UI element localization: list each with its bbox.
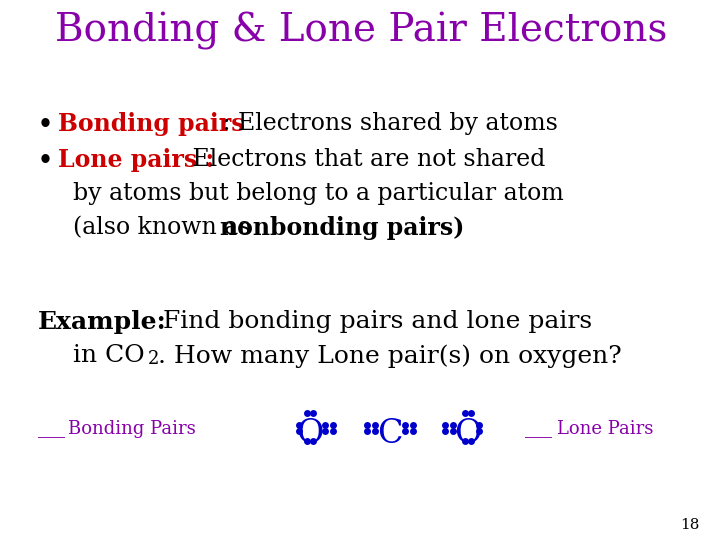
Text: •: •	[38, 112, 53, 136]
Text: 18: 18	[680, 518, 700, 532]
Text: Bonding Pairs: Bonding Pairs	[68, 420, 196, 438]
Text: O: O	[454, 418, 482, 450]
Text: by atoms but belong to a particular atom: by atoms but belong to a particular atom	[73, 182, 564, 205]
Text: ___: ___	[525, 420, 552, 438]
Text: O: O	[297, 418, 324, 450]
Text: Find bonding pairs and lone pairs: Find bonding pairs and lone pairs	[155, 310, 592, 333]
Text: Bonding pairs: Bonding pairs	[58, 112, 245, 136]
Text: nonbonding pairs): nonbonding pairs)	[220, 216, 464, 240]
Text: . How many Lone pair(s) on oxygen?: . How many Lone pair(s) on oxygen?	[158, 344, 622, 368]
Text: (also known as: (also known as	[73, 216, 258, 239]
Text: : Electrons shared by atoms: : Electrons shared by atoms	[215, 112, 558, 135]
Text: Bonding & Lone Pair Electrons: Bonding & Lone Pair Electrons	[55, 12, 667, 50]
Text: Lone Pairs: Lone Pairs	[557, 420, 653, 438]
Text: Electrons that are not shared: Electrons that are not shared	[185, 148, 545, 171]
Text: Lone pairs :: Lone pairs :	[58, 148, 214, 172]
Text: 2: 2	[148, 350, 159, 368]
Text: in CO: in CO	[73, 344, 145, 367]
Text: ___: ___	[38, 420, 65, 438]
Text: •: •	[38, 148, 53, 172]
Text: Example:: Example:	[38, 310, 167, 334]
Text: C: C	[377, 418, 402, 450]
